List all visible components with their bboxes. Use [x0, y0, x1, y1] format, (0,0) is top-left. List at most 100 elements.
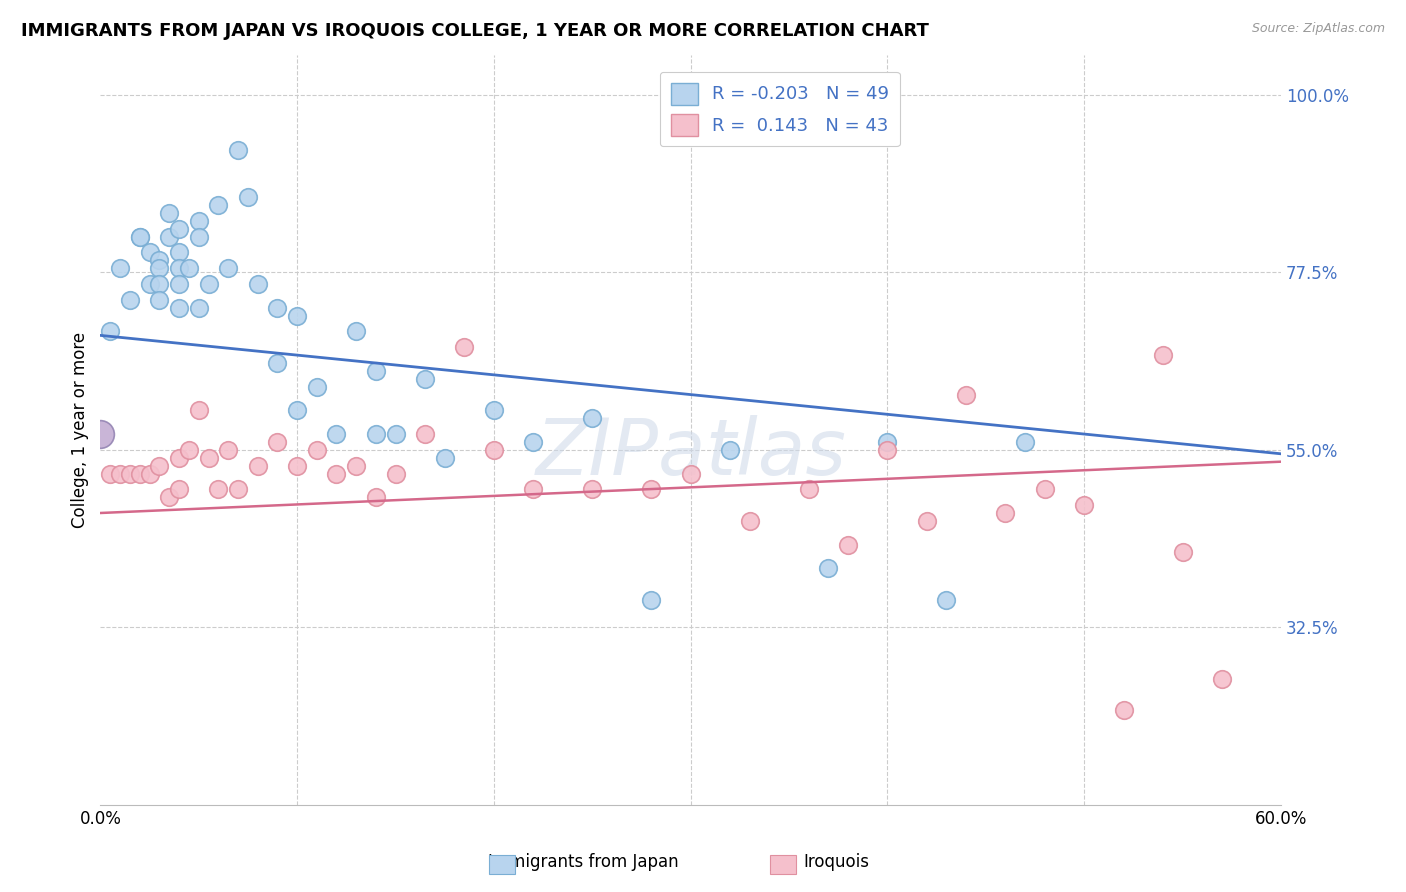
Point: [522, 483, 544, 497]
Point: [482, 442, 505, 457]
Point: [955, 387, 977, 401]
Point: [128, 467, 150, 481]
Point: [187, 301, 209, 315]
Text: Source: ZipAtlas.com: Source: ZipAtlas.com: [1251, 22, 1385, 36]
Point: [325, 467, 347, 481]
Y-axis label: College, 1 year or more: College, 1 year or more: [72, 332, 89, 528]
Point: [797, 483, 820, 497]
Point: [344, 458, 367, 473]
Point: [187, 214, 209, 228]
Point: [1171, 545, 1194, 559]
Point: [413, 372, 436, 386]
Point: [344, 325, 367, 339]
Point: [433, 450, 456, 465]
Point: [207, 483, 229, 497]
Point: [148, 261, 170, 276]
Point: [157, 206, 180, 220]
Point: [98, 325, 121, 339]
Point: [384, 427, 406, 442]
Point: [364, 427, 387, 442]
Point: [108, 467, 131, 481]
Point: [817, 561, 839, 575]
Point: [266, 356, 288, 370]
Point: [482, 403, 505, 417]
Point: [453, 340, 475, 354]
Point: [167, 277, 190, 291]
Point: [305, 380, 328, 394]
Point: [876, 442, 898, 457]
Point: [837, 538, 859, 552]
Point: [167, 301, 190, 315]
Point: [718, 442, 741, 457]
Point: [197, 277, 219, 291]
Point: [148, 253, 170, 268]
Point: [138, 245, 160, 260]
Point: [187, 229, 209, 244]
Point: [118, 293, 141, 307]
Point: [364, 364, 387, 378]
Point: [266, 434, 288, 449]
Point: [157, 490, 180, 504]
Point: [1211, 672, 1233, 686]
Point: [217, 261, 239, 276]
Point: [236, 190, 259, 204]
Point: [167, 245, 190, 260]
Point: [325, 427, 347, 442]
Point: [197, 450, 219, 465]
Point: [935, 592, 957, 607]
Point: [167, 450, 190, 465]
Point: [1073, 498, 1095, 512]
Point: [98, 467, 121, 481]
Point: [364, 490, 387, 504]
Point: [207, 198, 229, 212]
Point: [640, 483, 662, 497]
Point: [640, 592, 662, 607]
Point: [138, 467, 160, 481]
Text: Iroquois: Iroquois: [804, 853, 869, 871]
Point: [148, 458, 170, 473]
Point: [285, 309, 308, 323]
Point: [108, 261, 131, 276]
Legend: R = -0.203   N = 49, R =  0.143   N = 43: R = -0.203 N = 49, R = 0.143 N = 43: [659, 71, 900, 146]
Point: [1014, 434, 1036, 449]
Point: [246, 277, 269, 291]
Point: [285, 403, 308, 417]
Point: [679, 467, 702, 481]
Point: [118, 467, 141, 481]
Point: [187, 403, 209, 417]
Text: ZIPatlas: ZIPatlas: [536, 415, 846, 491]
Point: [226, 483, 249, 497]
Text: Immigrants from Japan: Immigrants from Japan: [488, 853, 679, 871]
Point: [738, 514, 761, 528]
Point: [266, 301, 288, 315]
Point: [1033, 483, 1056, 497]
Point: [217, 442, 239, 457]
Point: [1152, 348, 1174, 362]
Point: [915, 514, 938, 528]
Point: [522, 434, 544, 449]
Text: IMMIGRANTS FROM JAPAN VS IROQUOIS COLLEGE, 1 YEAR OR MORE CORRELATION CHART: IMMIGRANTS FROM JAPAN VS IROQUOIS COLLEG…: [21, 22, 929, 40]
Point: [581, 483, 603, 497]
Point: [994, 506, 1017, 520]
Point: [581, 411, 603, 425]
Point: [177, 442, 200, 457]
Point: [148, 277, 170, 291]
Point: [89, 427, 111, 442]
Point: [128, 229, 150, 244]
Point: [305, 442, 328, 457]
Point: [1112, 703, 1135, 717]
Point: [246, 458, 269, 473]
Point: [167, 483, 190, 497]
Point: [148, 293, 170, 307]
Point: [138, 277, 160, 291]
Point: [413, 427, 436, 442]
Point: [226, 143, 249, 157]
Point: [177, 261, 200, 276]
Point: [167, 222, 190, 236]
Point: [285, 458, 308, 473]
Point: [167, 261, 190, 276]
Point: [128, 229, 150, 244]
Point: [384, 467, 406, 481]
Point: [157, 229, 180, 244]
Point: [876, 434, 898, 449]
